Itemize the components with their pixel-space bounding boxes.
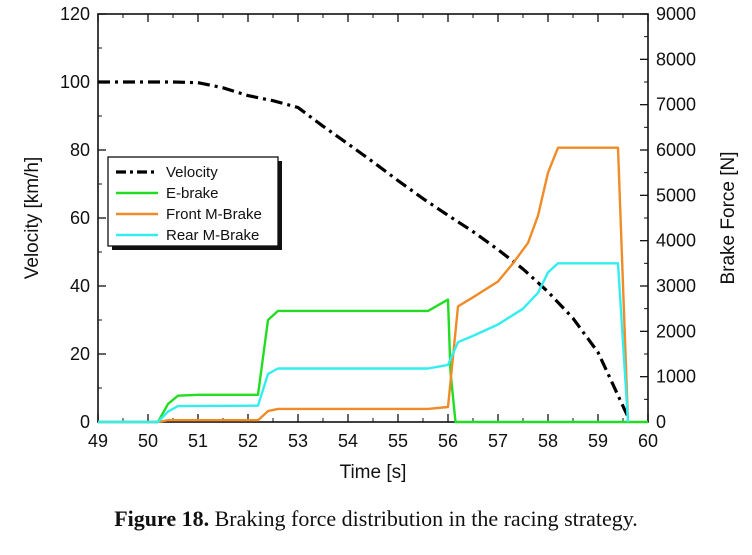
x-tick-label: 58	[538, 431, 558, 451]
x-tick-label: 56	[438, 431, 458, 451]
y-right-tick-label: 6000	[656, 140, 696, 160]
y-left-tick-label: 40	[70, 276, 90, 296]
y-right-tick-label: 9000	[656, 4, 696, 24]
y-right-tick-label: 7000	[656, 95, 696, 115]
chart: 49 50 51 52 53 54 55 56 57 58 59 600204060801001200…	[22, 4, 739, 483]
y-left-tick-label: 60	[70, 208, 90, 228]
y-right-axis-label: Brake Force [N]	[718, 151, 739, 284]
y-left-axis-label: Velocity [km/h]	[22, 157, 43, 280]
x-tick-label: 57	[488, 431, 508, 451]
x-tick-label: 53	[288, 431, 308, 451]
legend-label: Velocity	[166, 164, 218, 181]
y-right-tick-label: 8000	[656, 49, 696, 69]
y-right-tick-label: 1000	[656, 367, 696, 387]
series-line-velocity	[98, 80, 630, 418]
figure-caption: Figure 18. Braking force distribution in…	[0, 506, 752, 532]
y-right-tick-label: 0	[656, 412, 666, 432]
legend-label: Front M-Brake	[166, 206, 262, 223]
x-tick-label: 51	[188, 431, 208, 451]
caption-label: Figure 18.	[114, 506, 210, 531]
y-left-tick-label: 100	[60, 72, 90, 92]
x-tick-label: 60	[638, 431, 658, 451]
y-right-tick-label: 5000	[656, 185, 696, 205]
legend-label: E-brake	[166, 185, 219, 202]
x-tick-label: 59	[588, 431, 608, 451]
x-tick-label: 55	[388, 431, 408, 451]
legend-label: Rear M-Brake	[166, 227, 259, 244]
series-line-rear-m-brake	[98, 262, 630, 424]
legend-box	[107, 156, 279, 247]
x-tick-label: 54	[338, 431, 358, 451]
y-left-tick-label: 0	[80, 412, 90, 432]
y-left-tick-label: 120	[60, 4, 90, 24]
y-right-tick-label: 3000	[656, 276, 696, 296]
caption-text: Braking force distribution in the racing…	[214, 506, 638, 531]
x-tick-label: 49	[88, 431, 108, 451]
y-left-tick-label: 80	[70, 140, 90, 160]
y-right-tick-label: 2000	[656, 321, 696, 341]
y-left-tick-label: 20	[70, 344, 90, 364]
x-axis-label: Time [s]	[340, 462, 407, 483]
x-tick-label: 50	[138, 431, 158, 451]
y-right-tick-label: 4000	[656, 231, 696, 251]
x-tick-label: 52	[238, 431, 258, 451]
series-line-e-brake	[98, 298, 648, 424]
series-line-front-m-brake	[98, 146, 630, 424]
